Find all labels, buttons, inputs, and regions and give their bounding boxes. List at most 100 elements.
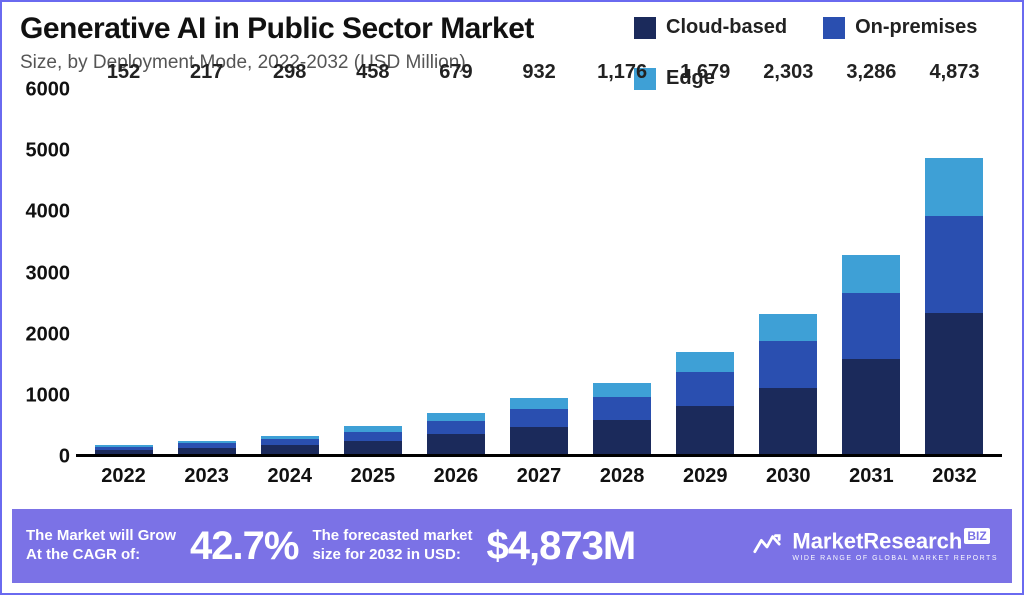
x-tick-label: 2022	[82, 457, 165, 497]
bar-total-label: 4,873	[929, 61, 979, 84]
brand-logo-icon	[752, 531, 782, 561]
bar-segment	[759, 314, 817, 341]
y-tick-label: 3000	[10, 262, 70, 285]
legend-swatch	[634, 17, 656, 39]
bar-total-label: 2,303	[763, 61, 813, 84]
plot-region: 1522172984586799321,1761,6792,3033,2864,…	[76, 90, 1002, 457]
legend-item: Cloud-based	[634, 16, 787, 39]
x-tick-label: 2028	[581, 457, 664, 497]
bar-stack	[344, 426, 402, 454]
bar-segment	[759, 341, 817, 387]
y-tick-label: 0	[10, 446, 70, 469]
bar-column: 4,873	[913, 90, 996, 454]
x-tick-label: 2023	[165, 457, 248, 497]
bar-segment	[759, 388, 817, 454]
legend-label: On-premises	[855, 16, 977, 39]
infographic-frame: Generative AI in Public Sector Market Si…	[0, 0, 1024, 595]
y-axis: 0100020003000400050006000	[14, 90, 76, 457]
bar-segment	[676, 406, 734, 454]
bar-total-label: 217	[190, 61, 223, 84]
bar-segment	[178, 448, 236, 454]
bar-total-label: 298	[273, 61, 306, 84]
x-tick-label: 2025	[331, 457, 414, 497]
bar-segment	[344, 441, 402, 454]
bar-segment	[925, 216, 983, 314]
x-tick-label: 2027	[497, 457, 580, 497]
bar-segment	[344, 432, 402, 441]
bar-total-label: 679	[439, 61, 472, 84]
brand-suffix: BIZ	[964, 528, 989, 544]
bar-total-label: 3,286	[846, 61, 896, 84]
bar-column: 298	[248, 90, 331, 454]
y-tick-label: 4000	[10, 201, 70, 224]
y-tick-label: 2000	[10, 323, 70, 346]
brand-name: MarketResearchBIZ	[792, 530, 998, 552]
bar-segment	[676, 372, 734, 406]
bar-total-label: 458	[356, 61, 389, 84]
y-tick-label: 1000	[10, 384, 70, 407]
bar-segment	[676, 352, 734, 372]
bar-segment	[510, 398, 568, 409]
x-tick-label: 2024	[248, 457, 331, 497]
bar-segment	[593, 397, 651, 421]
bar-total-label: 1,679	[680, 61, 730, 84]
x-tick-label: 2032	[913, 457, 996, 497]
bar-segment	[925, 313, 983, 454]
bar-segment	[510, 427, 568, 454]
bar-segment	[427, 421, 485, 435]
x-tick-label: 2030	[747, 457, 830, 497]
bar-stack	[676, 352, 734, 454]
bar-total-label: 1,176	[597, 61, 647, 84]
bar-segment	[510, 409, 568, 428]
bar-stack	[95, 445, 153, 454]
bar-total-label: 152	[107, 61, 140, 84]
bar-column: 458	[331, 90, 414, 454]
bar-container: 1522172984586799321,1761,6792,3033,2864,…	[76, 90, 1002, 454]
bar-stack	[427, 413, 485, 454]
bar-column: 1,679	[664, 90, 747, 454]
bar-stack	[178, 441, 236, 454]
footer-banner: The Market will Grow At the CAGR of: 42.…	[12, 509, 1012, 583]
legend-swatch	[823, 17, 845, 39]
cagr-label: The Market will Grow At the CAGR of:	[26, 527, 176, 565]
legend-item: On-premises	[823, 16, 977, 39]
bar-segment	[593, 383, 651, 397]
bar-stack	[261, 436, 319, 454]
chart-area: 0100020003000400050006000 15221729845867…	[14, 80, 1010, 497]
bar-stack	[593, 383, 651, 454]
brand-block: MarketResearchBIZ WIDE RANGE OF GLOBAL M…	[752, 530, 998, 561]
bar-segment	[593, 420, 651, 454]
bar-segment	[842, 255, 900, 294]
bar-segment	[95, 450, 153, 454]
bar-stack	[759, 314, 817, 454]
x-axis: 2022202320242025202620272028202920302031…	[76, 457, 1002, 497]
x-tick-label: 2031	[830, 457, 913, 497]
bar-stack	[510, 397, 568, 454]
legend-label: Cloud-based	[666, 16, 787, 39]
x-tick-label: 2029	[664, 457, 747, 497]
bar-column: 3,286	[830, 90, 913, 454]
bar-column: 2,303	[747, 90, 830, 454]
bar-segment	[427, 434, 485, 454]
bar-total-label: 932	[522, 61, 555, 84]
bar-segment	[842, 359, 900, 454]
bar-segment	[925, 158, 983, 215]
bar-segment	[842, 293, 900, 359]
chart-title: Generative AI in Public Sector Market	[20, 12, 634, 46]
bar-stack	[925, 158, 983, 454]
bar-column: 152	[82, 90, 165, 454]
forecast-label: The forecasted market size for 2032 in U…	[312, 527, 472, 565]
y-tick-label: 5000	[10, 140, 70, 163]
bar-segment	[261, 445, 319, 454]
bar-segment	[427, 413, 485, 421]
x-tick-label: 2026	[414, 457, 497, 497]
y-tick-label: 6000	[10, 79, 70, 102]
bar-stack	[842, 255, 900, 454]
bar-column: 932	[497, 90, 580, 454]
bar-column: 217	[165, 90, 248, 454]
bar-column: 679	[414, 90, 497, 454]
cagr-value: 42.7%	[190, 524, 298, 569]
bar-column: 1,176	[581, 90, 664, 454]
forecast-value: $4,873M	[487, 524, 636, 569]
brand-tagline: WIDE RANGE OF GLOBAL MARKET REPORTS	[792, 555, 998, 562]
